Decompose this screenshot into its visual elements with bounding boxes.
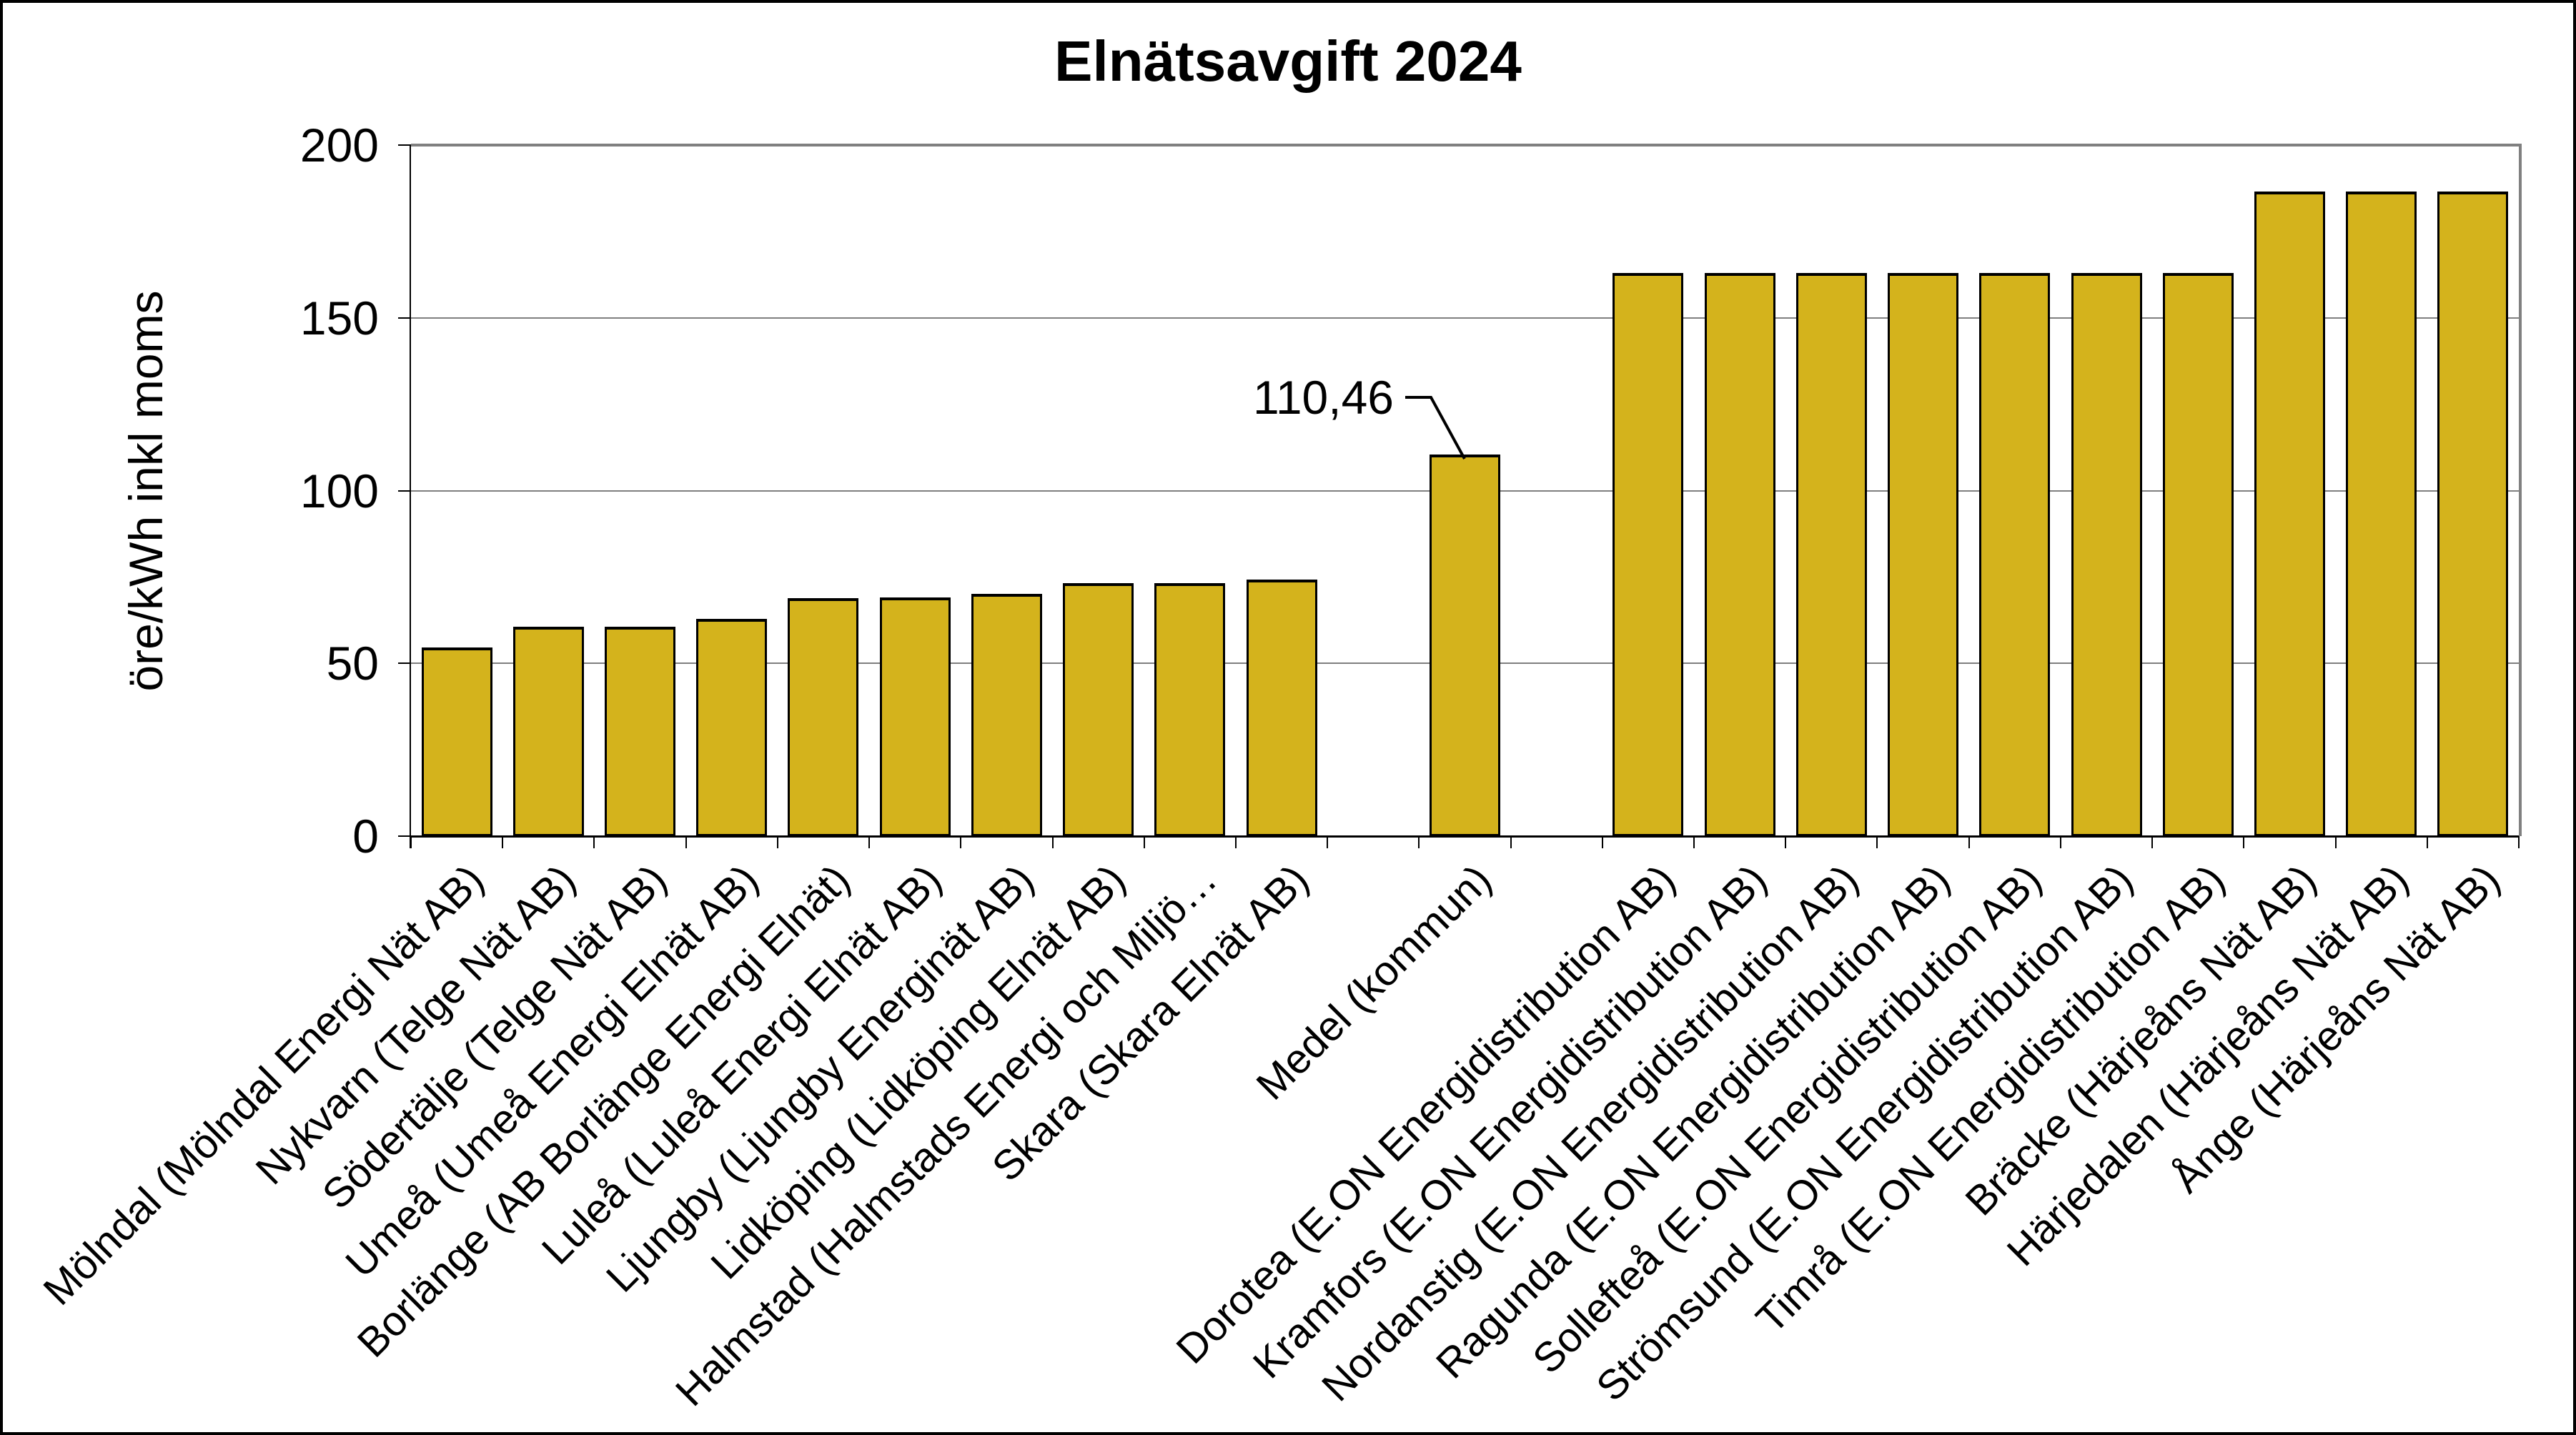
x-tickmark-7	[1051, 836, 1054, 848]
bar-18	[2162, 272, 2234, 836]
y-tickmark-200	[398, 144, 411, 146]
x-tickmark-4	[776, 836, 778, 848]
bar-9	[1154, 583, 1226, 836]
y-tick-label-0: 0	[352, 810, 379, 863]
x-tickmark-8	[1143, 836, 1145, 848]
x-tickmark-1	[502, 836, 504, 848]
x-axis-line	[411, 835, 2519, 838]
x-tickmark-10	[1327, 836, 1329, 848]
bar-5	[788, 597, 859, 836]
x-tickmark-12	[1510, 836, 1512, 848]
y-tickmark-150	[398, 317, 411, 319]
x-tickmark-17	[1968, 836, 1970, 848]
bar-1	[421, 647, 492, 836]
x-tickmark-21	[2334, 836, 2337, 848]
bar-12	[1613, 272, 1684, 836]
y-tick-label-50: 50	[326, 637, 379, 690]
bar-17	[2071, 272, 2142, 836]
bar-13	[1704, 272, 1775, 836]
bar-21	[2437, 191, 2509, 836]
y-tick-label-100: 100	[299, 464, 379, 517]
chart-title: Elnätsavgift 2024	[1054, 29, 1522, 93]
y-tick-label-150: 150	[299, 291, 379, 344]
y-tickmark-100	[398, 490, 411, 492]
y-axis-title: öre/kWh inkl moms	[119, 290, 172, 692]
x-tickmark-19	[2151, 836, 2154, 848]
bar-8	[1063, 583, 1134, 836]
x-tickmark-0	[410, 836, 412, 848]
bar-15	[1888, 272, 1959, 836]
gridline-150	[411, 317, 2519, 319]
plot-border-right	[2519, 144, 2522, 836]
x-tickmark-11	[1418, 836, 1420, 848]
x-tickmark-15	[1785, 836, 1787, 848]
x-tickmark-23	[2518, 836, 2520, 848]
x-tickmark-14	[1693, 836, 1695, 848]
plot-border-top	[411, 144, 2522, 147]
bar-7	[971, 594, 1042, 836]
bar-3	[605, 626, 676, 836]
bar-16	[1979, 272, 2051, 836]
bar-10	[1246, 579, 1317, 836]
x-tickmark-2	[593, 836, 595, 848]
bar-20	[2346, 191, 2417, 836]
x-tickmark-3	[685, 836, 687, 848]
bar-4	[696, 618, 768, 836]
bar-14	[1795, 272, 1867, 836]
x-tickmark-13	[1601, 836, 1603, 848]
x-tickmark-6	[960, 836, 962, 848]
x-tickmark-9	[1234, 836, 1237, 848]
y-tick-label-200: 200	[299, 119, 379, 172]
x-tickmark-16	[1876, 836, 1878, 848]
y-tickmark-50	[398, 662, 411, 665]
x-tickmark-5	[868, 836, 871, 848]
bar-2	[512, 626, 584, 836]
bar-19	[2254, 191, 2325, 836]
data-label-110-46: 110,46	[1253, 371, 1394, 424]
y-tickmark-0	[398, 835, 411, 837]
bar-6	[879, 597, 951, 836]
x-tickmark-22	[2426, 836, 2428, 848]
x-tickmark-18	[2059, 836, 2061, 848]
bar-11	[1430, 454, 1500, 836]
y-axis-line	[410, 145, 411, 848]
x-tickmark-20	[2243, 836, 2245, 848]
